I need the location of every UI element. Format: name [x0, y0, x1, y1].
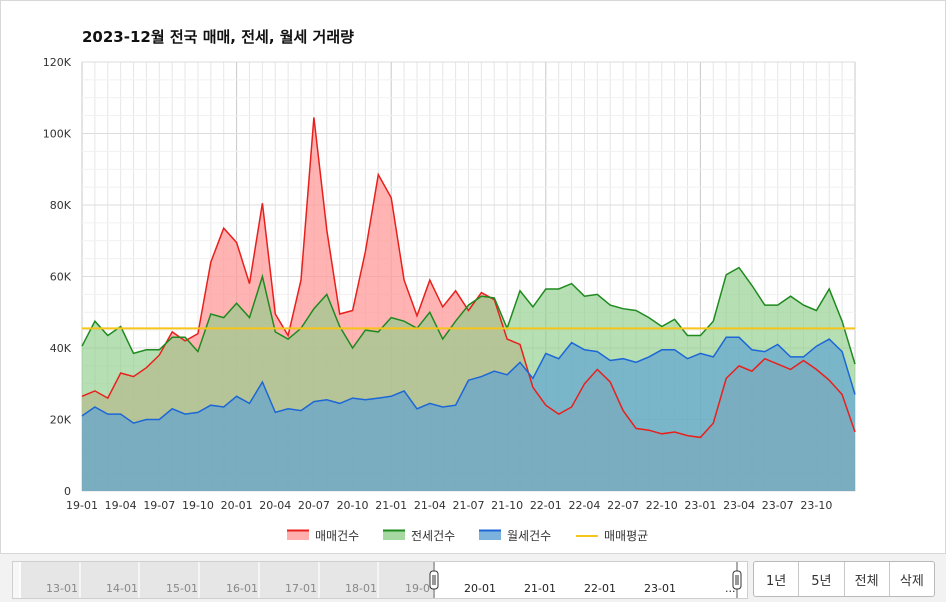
legend-label: 전세건수 — [411, 529, 455, 543]
legend-item: 매매건수 — [287, 529, 359, 543]
x-tick-label: 19-07 — [143, 499, 175, 512]
x-tick-label: 19-04 — [105, 499, 137, 512]
y-tick-label: 20K — [50, 414, 72, 427]
navigator-year-label: 20-01 — [464, 582, 496, 595]
navigator-out-of-range — [13, 562, 433, 598]
range-button-delete[interactable]: 삭제 — [899, 573, 924, 589]
chart-title: 2023-12월 전국 매매, 전세, 월세 거래량 — [82, 28, 354, 46]
x-tick-label: 23-04 — [723, 499, 755, 512]
navigator-left-handle[interactable] — [429, 570, 439, 590]
series-line-jeonse — [81, 266, 856, 365]
navigator-year-label: ... — [725, 582, 736, 595]
navigator-year-label: 22-01 — [584, 582, 616, 595]
range-button-all[interactable]: 전체 — [845, 562, 890, 596]
series-line-sale — [81, 117, 856, 439]
range-button-5y[interactable]: 5년 — [799, 562, 845, 596]
navigator-year-label: 21-01 — [524, 582, 556, 595]
navigator-left-edge — [13, 562, 21, 598]
legend-label: 매매건수 — [315, 529, 359, 543]
x-tick-label: 20-10 — [337, 499, 369, 512]
x-tick-label: 20-07 — [298, 499, 330, 512]
chart-card: 2023-12월 전국 매매, 전세, 월세 거래량 0 20K 40K 60K 80K… — [0, 0, 946, 554]
legend-item: 매매평균 — [576, 529, 648, 543]
x-tick-label: 22-07 — [607, 499, 639, 512]
x-tick-label: 22-01 — [530, 499, 562, 512]
x-tick-label: 23-01 — [684, 499, 716, 512]
x-tick-label: 22-10 — [646, 499, 678, 512]
chart-svg: 0 20K 40K 60K 80K 100K 120K 19-01 19-04 19-07 19-1… — [43, 56, 856, 543]
y-tick-label: 80K — [50, 199, 72, 212]
navigator-year-label: 19-0 — [405, 582, 430, 595]
range-navigator[interactable]: 13-01 14-01 15-01 16-01 17-01 18-01 19-0 20-01 2… — [12, 561, 748, 599]
navigator-year-label: 17-01 — [285, 582, 317, 595]
navigator-right-handle[interactable] — [732, 570, 742, 590]
x-tick-label: 21-01 — [375, 499, 407, 512]
x-tick-label: 19-10 — [182, 499, 214, 512]
x-tick-label: 22-04 — [568, 499, 600, 512]
x-tick-label: 21-10 — [491, 499, 523, 512]
range-button-1y[interactable]: 1년 — [754, 562, 800, 596]
navigator-year-label: 13-01 — [46, 582, 78, 595]
series-line-wolse — [81, 336, 856, 424]
navigator-year-label: 15-01 — [166, 582, 198, 595]
navigator-year-label: 23-01 — [644, 582, 676, 595]
x-tick-label: 23-07 — [762, 499, 794, 512]
legend-label: 매매평균 — [604, 529, 648, 543]
x-tick-label: 23-10 — [800, 499, 832, 512]
navigator-year-label: 16-01 — [226, 582, 258, 595]
legend-swatch — [479, 530, 501, 540]
legend-label: 월세건수 — [507, 529, 551, 543]
y-tick-label: 40K — [50, 342, 72, 355]
x-tick-label: 20-01 — [221, 499, 253, 512]
y-tick-label: 0 — [64, 485, 71, 498]
series-area-wolse — [82, 337, 855, 491]
navigator-year-label: 18-01 — [345, 582, 377, 595]
x-tick-label: 20-04 — [259, 499, 291, 512]
y-tick-label: 120K — [43, 56, 72, 69]
navigator-year-label: 14-01 — [106, 582, 138, 595]
legend-item: 월세건수 — [479, 529, 551, 543]
range-button-group: 1년 5년 전체 삭제 — [753, 561, 935, 597]
y-tick-label: 100K — [43, 128, 72, 141]
legend-swatch — [383, 530, 405, 540]
x-tick-label: 19-01 — [66, 499, 98, 512]
legend-swatch — [287, 530, 309, 540]
legend-item: 전세건수 — [383, 529, 455, 543]
x-tick-label: 21-04 — [414, 499, 446, 512]
x-tick-label: 21-07 — [453, 499, 485, 512]
navigator-svg[interactable]: 13-01 14-01 15-01 16-01 17-01 18-01 19-0 20-01 2… — [13, 562, 747, 598]
y-tick-label: 60K — [50, 271, 72, 284]
